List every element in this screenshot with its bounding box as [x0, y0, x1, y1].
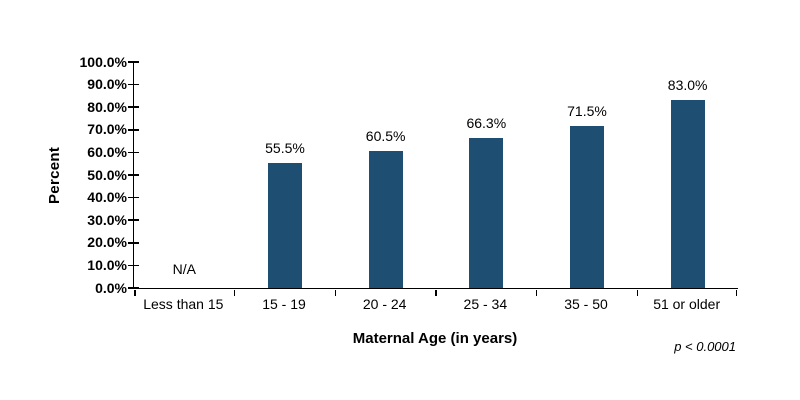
bar-25-34 — [469, 138, 504, 288]
data-label: 60.5% — [365, 128, 406, 145]
x-tick-label: 15 - 19 — [262, 296, 306, 312]
y-tick — [127, 242, 139, 244]
x-tick — [233, 290, 236, 296]
y-tick — [127, 129, 139, 131]
y-tick — [127, 174, 139, 176]
y-tick — [127, 61, 139, 63]
x-tick — [334, 290, 337, 296]
x-tick — [134, 290, 136, 296]
y-tick-label: 20.0% — [87, 234, 127, 251]
y-tick-label: 70.0% — [87, 121, 127, 138]
y-tick — [127, 287, 139, 289]
data-label: 83.0% — [667, 77, 708, 94]
data-label: 55.5% — [265, 139, 305, 156]
y-tick — [127, 196, 139, 199]
y-tick-label: 10.0% — [87, 256, 127, 273]
x-tick — [435, 290, 437, 296]
bar-35-50 — [570, 126, 604, 288]
y-tick-label: 50.0% — [87, 166, 127, 183]
plot-area: N/A 55.5% 60.5% 66.3% 71.5% 83.0% — [127, 61, 738, 296]
y-tick-label: 100.0% — [79, 53, 127, 70]
x-tick-label: 25 - 34 — [463, 296, 508, 312]
x-axis-tick-labels: Less than 15 15 - 19 20 - 24 25 - 34 35 - 50… — [133, 296, 737, 314]
y-tick — [127, 83, 139, 86]
x-tick-label: Less than 15 — [143, 296, 224, 312]
x-tick — [636, 290, 639, 296]
y-tick-label: 30.0% — [87, 211, 127, 228]
y-tick — [127, 106, 139, 108]
x-tick-label: 20 - 24 — [362, 296, 407, 312]
y-tick-label: 40.0% — [87, 189, 127, 206]
y-tick — [127, 219, 139, 221]
y-tick — [127, 151, 139, 154]
x-tick-label: 51 or older — [653, 296, 721, 312]
y-tick-label: 80.0% — [87, 98, 127, 115]
data-label: 66.3% — [466, 115, 507, 132]
bar-15-19 — [268, 162, 302, 288]
y-tick-label: 60.0% — [87, 143, 127, 160]
bar-20-24 — [368, 151, 403, 288]
x-tick — [735, 290, 738, 296]
y-axis-tick-labels: 0.0% 10.0% 20.0% 30.0% 40.0% 50.0% 60.0% 70.0% 8… — [0, 54, 127, 295]
x-axis-title: Maternal Age (in years) — [352, 330, 518, 347]
p-value-annotation: p < 0.0001 — [674, 339, 736, 354]
x-tick — [535, 290, 538, 296]
data-label: 71.5% — [567, 103, 607, 120]
na-label: N/A — [172, 261, 196, 277]
y-tick — [127, 264, 139, 267]
bar-51-or-older — [670, 100, 705, 288]
y-tick-label: 0.0% — [95, 279, 127, 296]
y-tick-label: 90.0% — [87, 76, 127, 93]
x-tick-label: 35 - 50 — [564, 296, 608, 312]
